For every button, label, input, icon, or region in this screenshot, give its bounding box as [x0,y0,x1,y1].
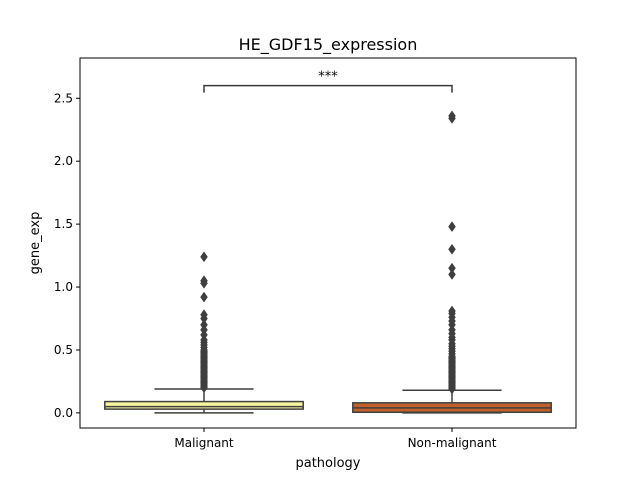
outlier-point [448,243,456,255]
y-axis-label: gene_exp [28,212,43,275]
outlier-point [448,305,456,317]
significance-bracket [203,84,453,93]
y-tick-label: 2.5 [54,91,73,105]
x-tick-label: Non-malignant [408,436,497,450]
plot-area: 0.0 0.5 1.0 1.5 2.0 2.5 Malignant Non-malignant… [54,70,552,450]
chart-title: HE_GDF15_expression [239,35,418,55]
outlier-point [448,262,456,274]
y-tick-label: 0.5 [54,343,73,357]
x-axis-label: pathology [295,456,360,471]
box-iqr [104,400,304,410]
significance-label: *** [318,70,338,85]
outlier-point [200,319,208,331]
plot-frame [79,57,577,429]
outlier-point [200,275,208,287]
outlier-point [200,309,208,321]
outlier-point [200,291,208,303]
outlier-point [448,110,456,122]
x-tick-label: Malignant [174,436,234,450]
outlier-point [448,269,456,280]
y-tick-label: 1.5 [54,217,73,231]
outlier-point [200,251,208,263]
y-tick-label: 0.0 [54,406,73,420]
outlier-point [448,221,456,233]
y-tick-label: 2.0 [54,154,73,168]
y-tick-label: 1.0 [54,280,73,294]
